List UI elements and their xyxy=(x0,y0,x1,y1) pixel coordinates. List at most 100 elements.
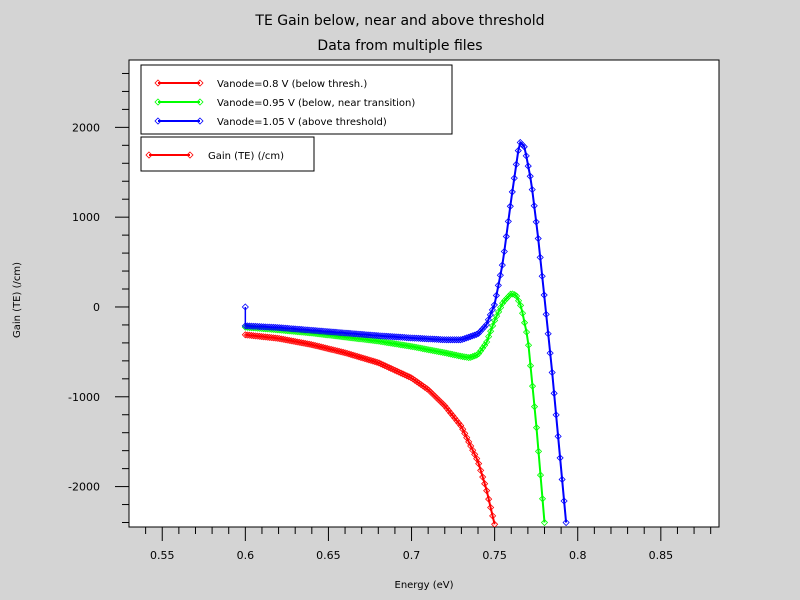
x-tick-label: 0.85 xyxy=(649,549,674,562)
data-point xyxy=(443,349,451,357)
series-layer xyxy=(241,138,570,527)
data-point xyxy=(504,217,512,225)
x-axis-title: Energy (eV) xyxy=(395,580,454,591)
data-point xyxy=(339,348,347,356)
data-point xyxy=(528,382,537,390)
data-point xyxy=(399,370,407,378)
data-point xyxy=(458,335,467,343)
legend-marker xyxy=(154,98,162,106)
data-point xyxy=(489,512,497,520)
data-point xyxy=(461,353,469,361)
data-point xyxy=(437,348,445,356)
data-point xyxy=(417,344,425,352)
data-point xyxy=(487,503,495,512)
data-point xyxy=(383,363,391,371)
data-point xyxy=(456,336,465,344)
axis-layer: 2000 1000 0 -1000 -2000 0.55 0.6 0.65 0.7 0.75 0.8… xyxy=(68,72,712,562)
data-point xyxy=(479,344,487,352)
legend-marker xyxy=(196,79,204,87)
data-point xyxy=(285,336,293,344)
data-point xyxy=(484,316,492,324)
data-point xyxy=(279,335,287,343)
data-point xyxy=(401,341,409,349)
data-point xyxy=(321,344,329,352)
data-point xyxy=(297,339,305,347)
data-point xyxy=(449,350,457,359)
data-point xyxy=(477,466,485,474)
data-point xyxy=(283,336,291,344)
legend-item: Vanode=0.95 V (below, near transition) xyxy=(154,98,415,109)
x-tick-label: 0.55 xyxy=(150,549,175,562)
data-point xyxy=(441,349,449,357)
data-point xyxy=(397,341,405,349)
data-point xyxy=(522,152,530,160)
data-point xyxy=(333,347,341,355)
data-point xyxy=(483,338,491,346)
data-point xyxy=(323,344,331,352)
data-point xyxy=(305,340,313,348)
data-point xyxy=(522,328,531,336)
data-point xyxy=(473,455,481,463)
data-point xyxy=(532,218,540,226)
data-point xyxy=(361,355,369,363)
data-point xyxy=(472,330,481,339)
data-point xyxy=(373,358,381,366)
data-point xyxy=(367,356,375,365)
data-point xyxy=(473,351,481,359)
data-point xyxy=(486,311,494,319)
legend-box xyxy=(140,64,453,135)
data-point xyxy=(496,271,504,279)
data-point xyxy=(383,338,391,347)
data-point xyxy=(391,340,399,348)
series-3 xyxy=(241,138,570,527)
data-point xyxy=(478,325,486,333)
data-point xyxy=(303,340,311,348)
data-point xyxy=(518,309,527,317)
data-point xyxy=(287,337,295,345)
data-point xyxy=(405,342,413,350)
data-point xyxy=(475,350,483,358)
data-point xyxy=(552,411,560,419)
x-tick-label: 0.8 xyxy=(569,549,587,562)
data-point xyxy=(509,290,517,298)
data-point xyxy=(277,335,285,343)
data-point xyxy=(462,334,471,342)
data-point xyxy=(315,342,323,351)
legend-marker xyxy=(196,98,204,106)
data-point xyxy=(475,460,483,468)
data-point xyxy=(375,359,383,367)
legend-marker xyxy=(154,79,162,87)
data-point xyxy=(510,174,518,182)
data-point xyxy=(431,347,439,355)
data-point xyxy=(313,342,321,350)
data-point xyxy=(562,518,570,527)
data-point xyxy=(335,347,343,355)
data-point xyxy=(476,327,484,335)
x-tick-label: 0.7 xyxy=(403,549,421,562)
data-point xyxy=(447,350,455,358)
legend-group-title: Gain (TE) (/cm) xyxy=(208,151,284,162)
data-point xyxy=(516,301,525,309)
data-point xyxy=(520,319,529,327)
legend-label: Vanode=0.95 V (below, near transition) xyxy=(217,98,415,109)
legend-marker xyxy=(196,117,204,125)
data-point xyxy=(309,341,317,349)
data-point xyxy=(425,346,433,354)
data-point xyxy=(485,333,493,341)
data-point xyxy=(411,376,419,384)
data-point xyxy=(415,344,423,352)
data-point xyxy=(407,342,415,350)
data-point xyxy=(534,447,543,455)
data-point xyxy=(502,232,510,241)
data-point xyxy=(331,346,339,354)
data-point xyxy=(534,234,542,243)
data-point xyxy=(481,480,489,488)
data-point xyxy=(371,358,379,366)
data-point xyxy=(363,355,371,363)
data-point xyxy=(536,471,545,479)
y-tick-label: 1000 xyxy=(72,211,100,224)
data-point xyxy=(317,343,325,351)
data-point xyxy=(273,334,281,342)
data-point xyxy=(387,364,395,373)
